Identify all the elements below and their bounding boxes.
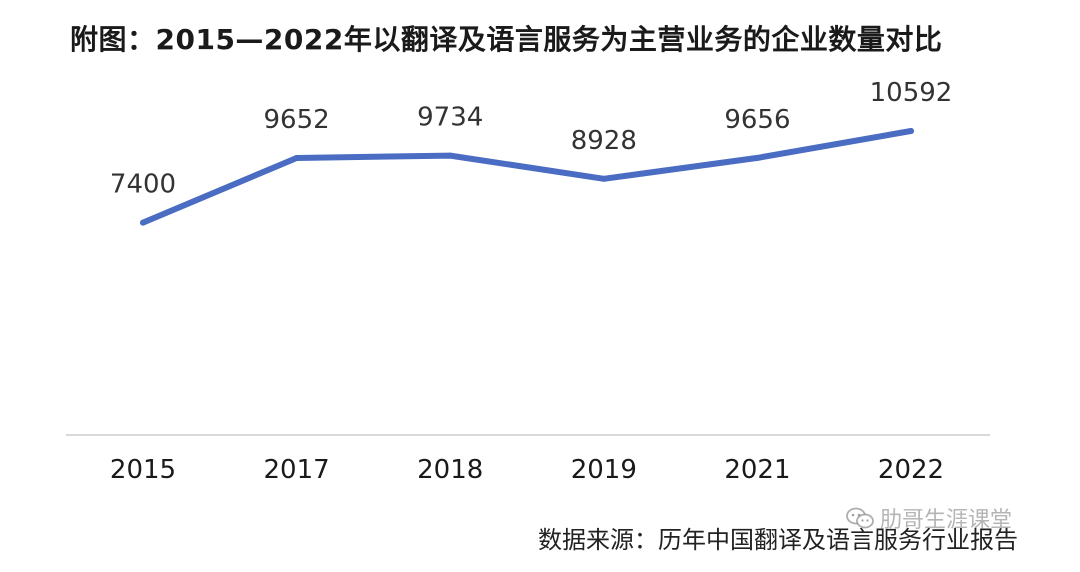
watermark-text: 肋哥生涯课堂 bbox=[880, 508, 1013, 533]
wechat-icon bbox=[846, 507, 874, 529]
data-label-2022: 10592 bbox=[870, 78, 953, 108]
x-tick-label-2021: 2021 bbox=[724, 455, 790, 485]
data-label-2015: 7400 bbox=[110, 170, 176, 200]
x-tick-label-2015: 2015 bbox=[110, 455, 176, 485]
x-tick-label-2022: 2022 bbox=[878, 455, 944, 485]
data-label-2017: 9652 bbox=[264, 105, 330, 135]
series-line bbox=[140, 128, 914, 226]
x-tick-label-2018: 2018 bbox=[417, 455, 483, 485]
data-label-2021: 9656 bbox=[724, 105, 790, 135]
x-tick-label-2017: 2017 bbox=[264, 455, 330, 485]
watermark: 肋哥生涯课堂 bbox=[846, 502, 1012, 534]
data-label-2018: 9734 bbox=[417, 103, 483, 133]
data-point-2015 bbox=[140, 219, 146, 226]
data-source-note: 数据来源：历年中国翻译及语言服务行业报告 bbox=[538, 526, 1018, 554]
data-point-2019 bbox=[600, 175, 607, 182]
x-tick-label-2019: 2019 bbox=[571, 455, 637, 485]
data-point-2017 bbox=[293, 155, 300, 161]
data-point-2021 bbox=[754, 154, 761, 161]
data-label-2019: 8928 bbox=[571, 126, 637, 156]
data-point-2018 bbox=[447, 152, 454, 159]
data-point-2022 bbox=[908, 128, 914, 134]
chart-title: 附图：2015—2022年以翻译及语言服务为主营业务的企业数量对比 bbox=[70, 23, 943, 56]
